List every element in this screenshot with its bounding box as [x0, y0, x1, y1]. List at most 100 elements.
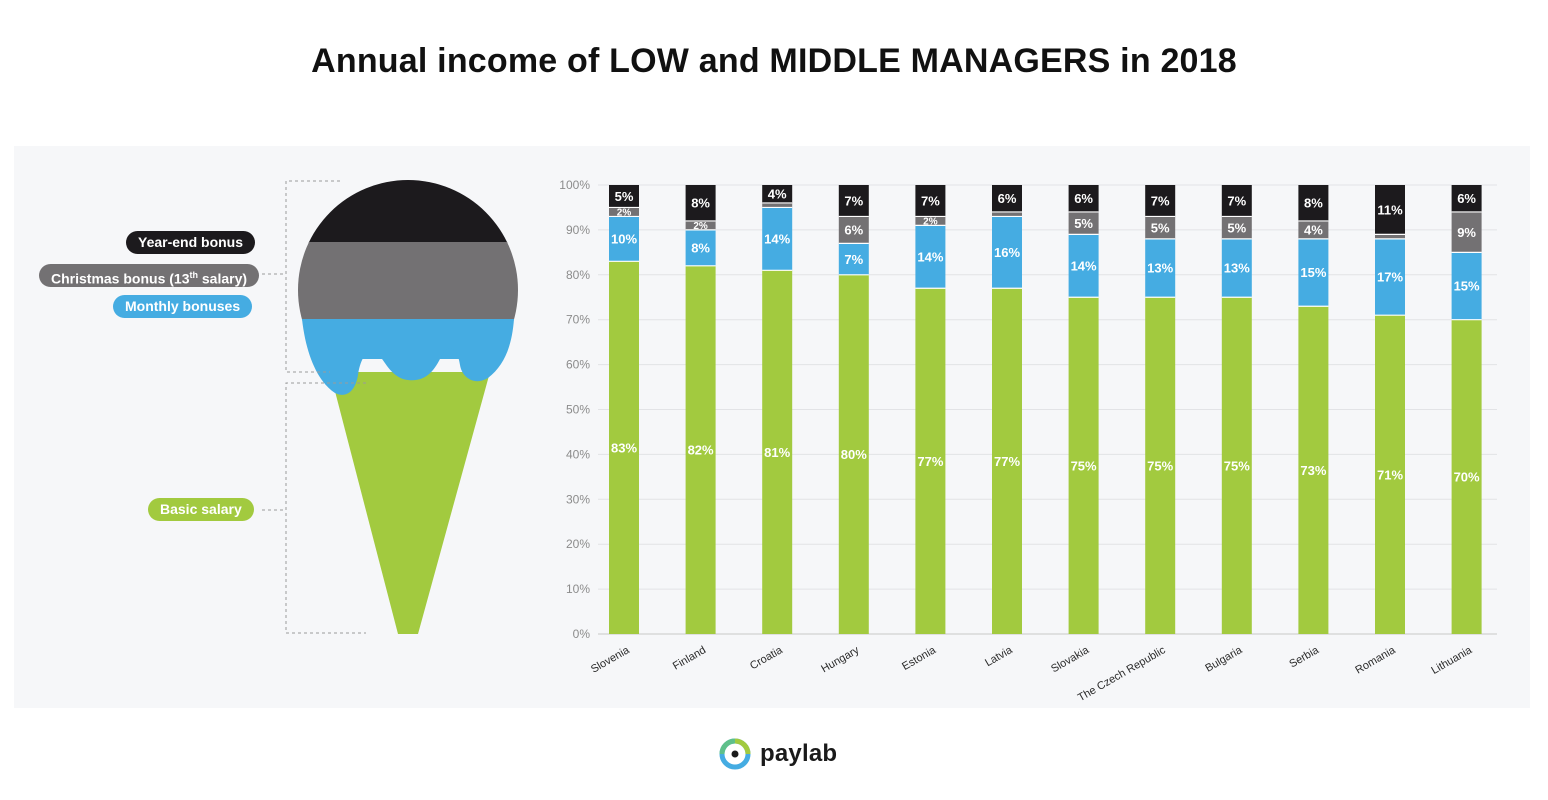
data-label: 10%: [611, 232, 637, 247]
data-label: 80%: [841, 447, 867, 462]
bar-segment: [1451, 185, 1482, 212]
x-tick-label: Bulgaria: [1203, 644, 1245, 675]
legend-christmas-bonus-sup: th: [189, 270, 198, 280]
x-tick-label: Slovenia: [589, 644, 632, 676]
data-label: 14%: [764, 232, 790, 247]
cone-basic-salary: [330, 372, 490, 634]
x-tick-label: Serbia: [1287, 644, 1321, 671]
bar-segment: [1298, 238, 1329, 307]
data-label: 6%: [998, 191, 1017, 206]
data-label: 6%: [1074, 191, 1093, 206]
y-tick-label: 30%: [566, 492, 590, 506]
data-label: 77%: [917, 454, 943, 469]
bar-segment: [762, 202, 793, 208]
data-label: 5%: [615, 189, 634, 204]
bar-segment: [1375, 234, 1405, 239]
data-label: 14%: [917, 250, 943, 265]
data-label: 15%: [1454, 279, 1480, 294]
y-tick-label: 70%: [566, 313, 590, 327]
data-label: 11%: [1377, 202, 1403, 217]
bar-segment: [915, 288, 946, 634]
bar-segment: [1375, 185, 1405, 235]
y-tick-label: 80%: [566, 268, 590, 282]
data-label: 7%: [844, 252, 863, 267]
data-label: 15%: [1300, 265, 1326, 280]
bar-segment: [685, 265, 716, 634]
bar-segment: [915, 225, 946, 289]
x-tick-label: Croatia: [748, 644, 785, 673]
bar-segment: [1375, 315, 1405, 634]
data-label: 77%: [994, 454, 1020, 469]
legend-year-end-bonus-label: Year-end bonus: [138, 234, 244, 250]
data-label: 82%: [688, 443, 714, 458]
bar-segment: [1451, 252, 1482, 320]
bar-segment: [1221, 238, 1252, 298]
bar-segment: [1451, 211, 1482, 253]
x-tick-label: Estonia: [900, 644, 939, 673]
data-label: 73%: [1300, 463, 1326, 478]
bar-segment: [1221, 185, 1252, 217]
legend-basic-salary-label: Basic salary: [160, 501, 242, 517]
bar-segment: [609, 216, 639, 262]
data-label: 6%: [844, 223, 863, 238]
legend-christmas-bonus: Christmas bonus (13th salary): [39, 264, 260, 287]
data-label: 13%: [1224, 261, 1250, 276]
bar-segment: [1145, 185, 1176, 217]
chart-title: Annual income of LOW and MIDDLE MANAGERS…: [311, 42, 1237, 80]
bar-segment: [609, 261, 639, 634]
data-label: 5%: [1227, 220, 1246, 235]
bar-segment: [685, 185, 716, 221]
bar-segment: [992, 185, 1022, 212]
data-label: 7%: [1227, 193, 1246, 208]
legend-christmas-bonus-label: Christmas bonus (13: [51, 270, 190, 287]
bar-segment: [838, 243, 869, 275]
data-label: 75%: [1224, 458, 1250, 473]
data-label: 2%: [923, 217, 938, 228]
bar-segment: [685, 229, 716, 266]
y-tick-label: 20%: [566, 537, 590, 551]
y-tick-label: 40%: [566, 447, 590, 461]
data-label: 7%: [921, 193, 940, 208]
bar-segment: [1221, 297, 1252, 634]
bar-segment: [1451, 319, 1482, 634]
data-label: 5%: [1074, 216, 1093, 231]
data-label: 13%: [1147, 261, 1173, 276]
paylab-logo: paylab: [718, 732, 837, 776]
paylab-logo-text: paylab: [760, 740, 838, 767]
legend-monthly-bonuses-label: Monthly bonuses: [125, 298, 241, 314]
bar-segment: [1298, 220, 1329, 239]
legend-basic-salary: Basic salary: [148, 498, 254, 521]
bar-segment: [1145, 216, 1176, 239]
bar-segment: [762, 207, 793, 271]
bar-segment: [1221, 216, 1252, 239]
data-label: 75%: [1071, 458, 1097, 473]
legend-christmas-bonus-tail: salary): [197, 270, 248, 287]
legend-year-end-bonus: Year-end bonus: [126, 231, 256, 254]
data-label: 83%: [611, 440, 637, 455]
data-label: 71%: [1377, 467, 1403, 482]
data-label: 2%: [693, 221, 708, 232]
bar-segment: [1145, 238, 1176, 298]
data-label: 16%: [994, 245, 1020, 260]
bar-segment: [992, 288, 1022, 634]
x-tick-label: Slovakia: [1049, 644, 1092, 676]
legend-monthly-bonuses: Monthly bonuses: [113, 295, 253, 318]
bar-segment: [992, 216, 1022, 289]
bar-segment: [915, 216, 946, 226]
bar-segment: [838, 274, 869, 634]
bar-segment: [1298, 306, 1329, 634]
bar-segment: [915, 185, 946, 217]
bar-segment: [1068, 211, 1099, 235]
data-label: 8%: [691, 196, 710, 211]
y-tick-label: 90%: [566, 223, 590, 237]
data-label: 8%: [1304, 196, 1323, 211]
paylab-ring-icon: [719, 738, 751, 770]
bar-segment: [838, 185, 869, 217]
data-label: 4%: [768, 187, 787, 202]
data-label: 6%: [1457, 191, 1476, 206]
y-tick-label: 10%: [566, 582, 590, 596]
data-label: 7%: [844, 193, 863, 208]
x-tick-label: Finland: [671, 644, 708, 672]
data-label: 7%: [1151, 193, 1170, 208]
